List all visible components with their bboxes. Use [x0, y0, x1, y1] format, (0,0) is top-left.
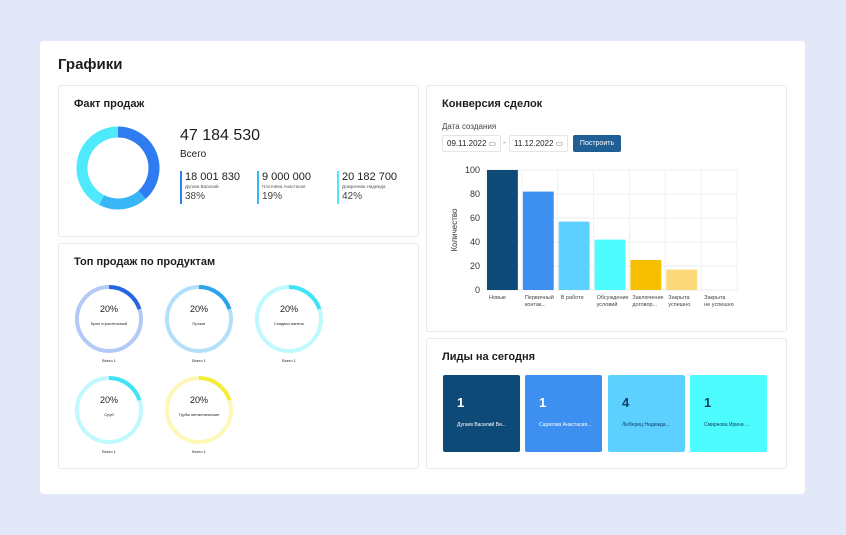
lead-count: 1 [704, 395, 712, 410]
y-tick-label: 40 [470, 237, 480, 247]
stat-percent: 42% [342, 191, 363, 202]
lead-name: Дугаев Василий Ви... [457, 422, 506, 428]
donut-segment [117, 126, 160, 199]
ring-arc [198, 285, 232, 310]
sales-stat: 9 000 000 Плотнёва Анастасия 19% [257, 171, 311, 204]
bar[interactable] [594, 239, 626, 290]
bar[interactable] [487, 170, 518, 290]
date-to-input[interactable]: 11.12.2022 ▭ [509, 135, 568, 152]
product-ring-chart [165, 285, 233, 353]
ring-arc [108, 285, 142, 310]
lead-card[interactable]: 4 Люберец Надежда... [608, 375, 685, 452]
product-ring-chart [255, 285, 323, 353]
y-tick-label: 0 [475, 285, 480, 295]
product-total: Всего 1 [282, 358, 296, 363]
bar[interactable] [522, 191, 554, 290]
x-tick-label: Новые [489, 295, 506, 301]
sales-title: Факт продаж [74, 98, 145, 110]
product-total: Всего 1 [192, 358, 206, 363]
ring-arc [108, 376, 142, 401]
x-tick-label: контак... [525, 302, 547, 308]
sales-donut [76, 126, 160, 210]
product-ring-chart [75, 376, 143, 444]
build-button[interactable]: Построить [573, 135, 621, 152]
product-percent: 20% [189, 395, 208, 405]
product-name: Прокат [192, 321, 206, 326]
x-tick-label: В работе [561, 295, 584, 301]
conversion-panel: Конверсия сделок Дата создания 09.11.202… [426, 85, 787, 332]
lead-count: 1 [457, 395, 465, 410]
y-axis-label: Количество [450, 208, 459, 252]
y-tick-label: 20 [470, 261, 480, 271]
date-label: Дата создания [442, 122, 497, 131]
x-tick-label: Первичный [525, 294, 554, 301]
lead-name: Саратова Анастасия... [539, 422, 592, 428]
date-from-value: 09.11.2022 [447, 139, 487, 148]
ring-arc [198, 376, 232, 401]
ring-arc [288, 285, 322, 310]
y-tick-label: 80 [470, 189, 480, 199]
conversion-chart: 0 20 40 60 80 100 Количество Новые Первичныйконт… [450, 165, 738, 308]
stat-value: 9 000 000 [262, 171, 311, 183]
product-total: Всего 1 [102, 358, 116, 363]
lead-card[interactable]: 1 Дугаев Василий Ви... [443, 375, 520, 452]
lead-name: Люберец Надежда... [622, 422, 670, 428]
product-total: Всего 1 [102, 449, 116, 454]
page-title: Графики [58, 56, 123, 73]
date-to-value: 11.12.2022 [514, 139, 554, 148]
leads-title: Лиды на сегодня [442, 351, 536, 363]
stat-name: Домрачева Надежда [342, 184, 386, 189]
sales-panel: Факт продаж 47 184 530 Всего 18 001 830 … [58, 85, 419, 237]
product-total: Всего 1 [192, 449, 206, 454]
bar[interactable] [558, 221, 590, 290]
sales-total-label: Всего [180, 149, 207, 160]
lead-name: Смирнова Ирина ... [704, 422, 750, 428]
product-percent: 20% [99, 304, 118, 314]
date-from-input[interactable]: 09.11.2022 ▭ [442, 135, 501, 152]
y-tick-label: 100 [465, 165, 480, 175]
date-separator: - [503, 138, 506, 147]
product-name: Трубы металлические [178, 412, 220, 417]
stat-value: 18 001 830 [185, 171, 241, 183]
product-ring-chart [75, 285, 143, 353]
lead-card[interactable]: 1 Смирнова Ирина ... [690, 375, 767, 452]
products-title: Топ продаж по продуктам [74, 256, 216, 268]
x-tick-label: не успешно [704, 302, 734, 308]
sales-stat: 18 001 830 Дугаев Василий 38% [180, 171, 240, 204]
product-percent: 20% [279, 304, 298, 314]
lead-count: 4 [622, 395, 630, 410]
sales-stat: 20 182 700 Домрачева Надежда 42% [337, 171, 397, 204]
x-tick-label: Заключение [632, 295, 663, 301]
conversion-title: Конверсия сделок [442, 98, 543, 110]
stat-percent: 19% [262, 191, 283, 202]
product-name: Сруб [104, 412, 114, 417]
x-tick-label: договор... [632, 302, 657, 308]
x-tick-label: Обсуждение [597, 295, 629, 301]
calendar-icon[interactable]: ▭ [488, 139, 496, 148]
product-percent: 20% [99, 395, 118, 405]
product-ring-chart [165, 376, 233, 444]
y-tick-label: 60 [470, 213, 480, 223]
x-tick-label: успешно [668, 302, 690, 308]
product-percent: 20% [189, 304, 208, 314]
lead-count: 1 [539, 395, 547, 410]
x-tick-label: Закрыта [668, 295, 690, 301]
product-name: Сэндвич панель [273, 321, 305, 326]
sales-total: 47 184 530 [180, 127, 261, 144]
lead-card[interactable]: 1 Саратова Анастасия... [525, 375, 602, 452]
bar[interactable] [630, 260, 662, 290]
product-name: Кран строительный [90, 321, 128, 326]
x-tick-label: Закрыта [704, 295, 726, 301]
bar[interactable] [666, 269, 698, 290]
stat-percent: 38% [185, 191, 206, 202]
stat-name: Плотнёва Анастасия [262, 184, 306, 189]
x-tick-label: условий [597, 301, 618, 308]
calendar-icon[interactable]: ▭ [555, 139, 563, 148]
donut-segment [76, 126, 119, 205]
products-panel: Топ продаж по продуктам 20% Кран строите… [58, 243, 419, 469]
donut-segment [99, 190, 146, 210]
leads-panel: Лиды на сегодня 1 Дугаев Василий Ви... 1 Са… [426, 338, 787, 469]
stat-name: Дугаев Василий [185, 184, 219, 189]
stat-value: 20 182 700 [342, 171, 398, 183]
